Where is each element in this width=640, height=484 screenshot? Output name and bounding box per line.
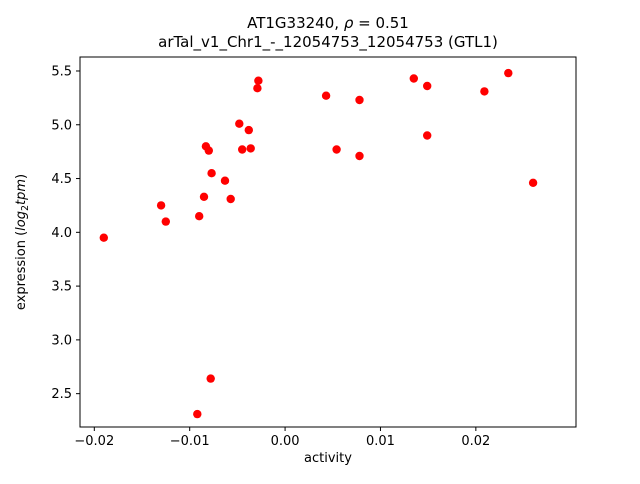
y-tick-label: 5.0 <box>51 118 72 133</box>
title-gene-text: AT1G33240, <box>247 14 344 32</box>
y-label-subscript: 2 <box>20 205 31 211</box>
data-point <box>226 194 235 204</box>
data-point <box>321 91 331 100</box>
data-point <box>235 119 244 128</box>
y-tick-label: 4.0 <box>51 226 72 241</box>
chart-title-line2: arTal_v1_Chr1_-_12054753_12054753 (GTL1) <box>158 33 498 52</box>
x-tick-label: −0.01 <box>170 434 210 449</box>
data-point <box>193 409 202 419</box>
x-tick-label: 0.01 <box>366 434 395 449</box>
y-label-log: log <box>14 211 29 231</box>
data-point <box>528 178 538 187</box>
data-point <box>423 81 432 91</box>
y-tick-label: 3.0 <box>51 333 72 348</box>
title-correlation-text: = 0.51 <box>353 14 409 32</box>
plot-border <box>79 56 577 428</box>
data-point <box>246 144 255 153</box>
y-axis-label: expression (log2tpm) <box>14 174 31 310</box>
data-point <box>206 374 215 383</box>
data-point <box>199 192 209 201</box>
y-label-tpm: tpm <box>14 179 29 205</box>
data-point <box>355 151 364 161</box>
data-point <box>204 146 213 155</box>
data-point <box>99 233 109 242</box>
data-point <box>195 212 204 221</box>
data-point <box>220 176 230 185</box>
title-rho-symbol: ρ <box>344 14 354 32</box>
data-point <box>355 95 364 105</box>
data-point <box>504 68 513 78</box>
points-group <box>99 68 538 419</box>
data-point <box>156 201 166 210</box>
data-point <box>207 169 216 178</box>
data-point <box>253 84 262 93</box>
data-point <box>423 131 432 140</box>
data-point <box>254 76 263 85</box>
data-point <box>480 87 489 96</box>
x-tick-label: −0.02 <box>74 434 114 449</box>
data-point <box>244 125 253 135</box>
y-tick-label: 2.5 <box>51 387 72 402</box>
data-point <box>332 145 341 154</box>
y-label-prefix: expression ( <box>14 231 29 310</box>
x-tick-label: 0.00 <box>271 434 300 449</box>
data-point <box>238 145 247 154</box>
x-tick-label: 0.02 <box>461 434 490 449</box>
data-point <box>409 74 418 83</box>
x-axis-label: activity <box>304 451 352 466</box>
y-tick-label: 5.5 <box>51 64 72 79</box>
chart-title-line1: AT1G33240, ρ = 0.51 <box>247 14 409 32</box>
y-tick-label: 3.5 <box>51 280 72 295</box>
y-tick-label: 4.5 <box>51 172 72 187</box>
y-label-suffix: ) <box>14 174 29 179</box>
axes-group: −0.02 −0.01 0.00 0.01 0.02 2.5 3.0 3.5 4.0 4.5 5.0… <box>51 56 577 449</box>
data-point <box>161 217 170 226</box>
